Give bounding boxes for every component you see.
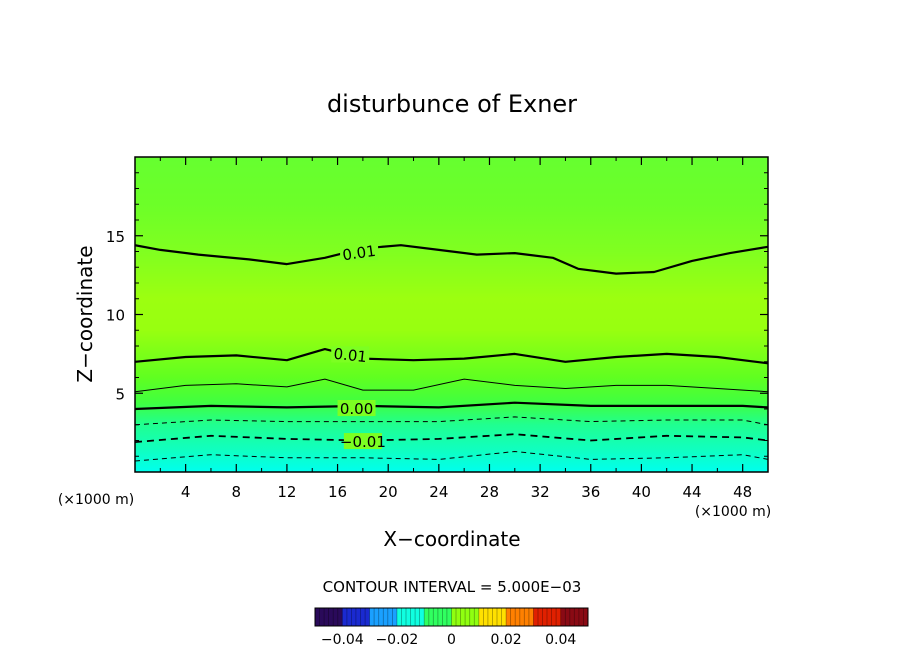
contour-interval-label: CONTOUR INTERVAL = 5.000E−03 xyxy=(323,578,582,596)
x-tick-label: 4 xyxy=(181,483,191,501)
colorbar-swatch xyxy=(396,608,425,626)
y-tick-label: 10 xyxy=(106,307,125,325)
colorbar-frame xyxy=(314,607,589,627)
contour-lines xyxy=(135,244,768,462)
contour-line xyxy=(135,433,768,443)
contour-line xyxy=(135,378,768,393)
contour-label: 0.01 xyxy=(341,242,377,264)
colorbar-swatch xyxy=(506,608,534,626)
colorbar-swatch xyxy=(478,608,507,626)
x-tick-label: 36 xyxy=(581,483,600,501)
colorbar-swatch xyxy=(560,608,589,626)
x-tick-label: 24 xyxy=(429,483,448,501)
colorbar-swatch xyxy=(533,608,562,626)
x-tick-label: 28 xyxy=(480,483,499,501)
colorbar-ticks: −0.04 −0.02 0 0.02 0.04 xyxy=(321,632,577,648)
contour-line xyxy=(135,244,768,275)
contour-labels: 0.01 0.01 0.00 −0.01 xyxy=(331,242,386,451)
contour-line xyxy=(135,401,768,411)
x-tick-label: 16 xyxy=(328,483,347,501)
colorbar-tick-label: 0.02 xyxy=(491,632,522,648)
colorbar-swatch xyxy=(342,608,371,626)
x-tick-label: 20 xyxy=(379,483,398,501)
contour-label: 0.00 xyxy=(340,400,373,418)
contour-label-bg xyxy=(343,433,382,450)
x-tick-label: 32 xyxy=(531,483,550,501)
contour-label-bg xyxy=(331,346,370,363)
colorbar-tick-label: −0.02 xyxy=(375,632,418,648)
x-axis-ticks: 4 8 12 16 20 24 28 32 36 40 44 48 xyxy=(159,157,752,501)
colorbar-swatch xyxy=(315,608,343,626)
contour-line xyxy=(135,451,768,462)
colorbar-swatch xyxy=(424,608,452,626)
x-unit-left: (×1000 m) xyxy=(58,492,134,508)
x-tick-label: 12 xyxy=(277,483,296,501)
contour-label: 0.01 xyxy=(333,345,368,366)
colorbar-tick-label: 0 xyxy=(447,632,456,648)
x-tick-label: 40 xyxy=(632,483,651,501)
y-axis-ticks: 5 10 15 xyxy=(106,172,768,457)
colorbar-tick-label: −0.04 xyxy=(321,632,364,648)
colorbar-swatch xyxy=(451,608,480,626)
chart-title: disturbunce of Exner xyxy=(327,90,577,118)
colorbar-tick-label: 0.04 xyxy=(545,632,576,648)
colorbar xyxy=(314,607,589,627)
x-tick-label: 44 xyxy=(682,483,701,501)
contour-field xyxy=(135,157,768,472)
x-unit-right: (×1000 m) xyxy=(695,504,771,520)
contour-label: −0.01 xyxy=(340,433,386,451)
y-tick-label: 15 xyxy=(106,228,125,246)
x-tick-label: 8 xyxy=(232,483,242,501)
y-tick-label: 5 xyxy=(115,385,125,403)
contour-line xyxy=(135,348,768,365)
colorbar-swatch xyxy=(369,608,398,626)
contour-line xyxy=(135,416,768,426)
contour-label-bg xyxy=(337,400,376,416)
y-axis-label: Z−coordinate xyxy=(73,245,97,382)
x-tick-label: 48 xyxy=(733,483,752,501)
contour-label-bg xyxy=(340,244,379,261)
x-axis-label: X−coordinate xyxy=(383,527,520,551)
